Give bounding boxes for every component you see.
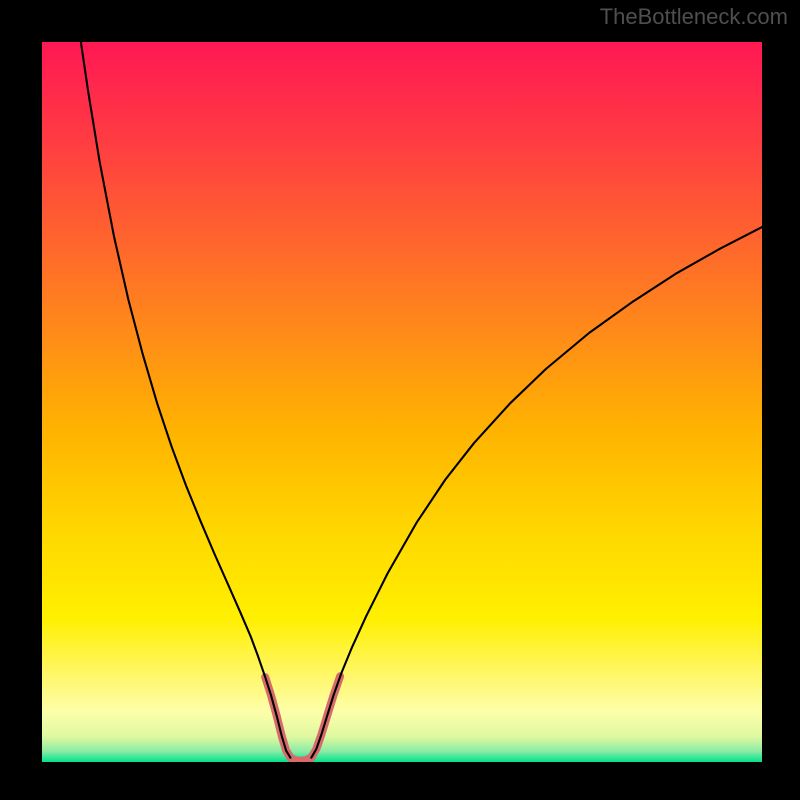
watermark-text: TheBottleneck.com (600, 4, 788, 30)
bottleneck-curve-svg (42, 42, 762, 762)
curve-right-arm (311, 227, 762, 758)
plot-area (42, 42, 762, 762)
chart-root: TheBottleneck.com (0, 0, 800, 800)
curve-left-arm (81, 42, 291, 758)
